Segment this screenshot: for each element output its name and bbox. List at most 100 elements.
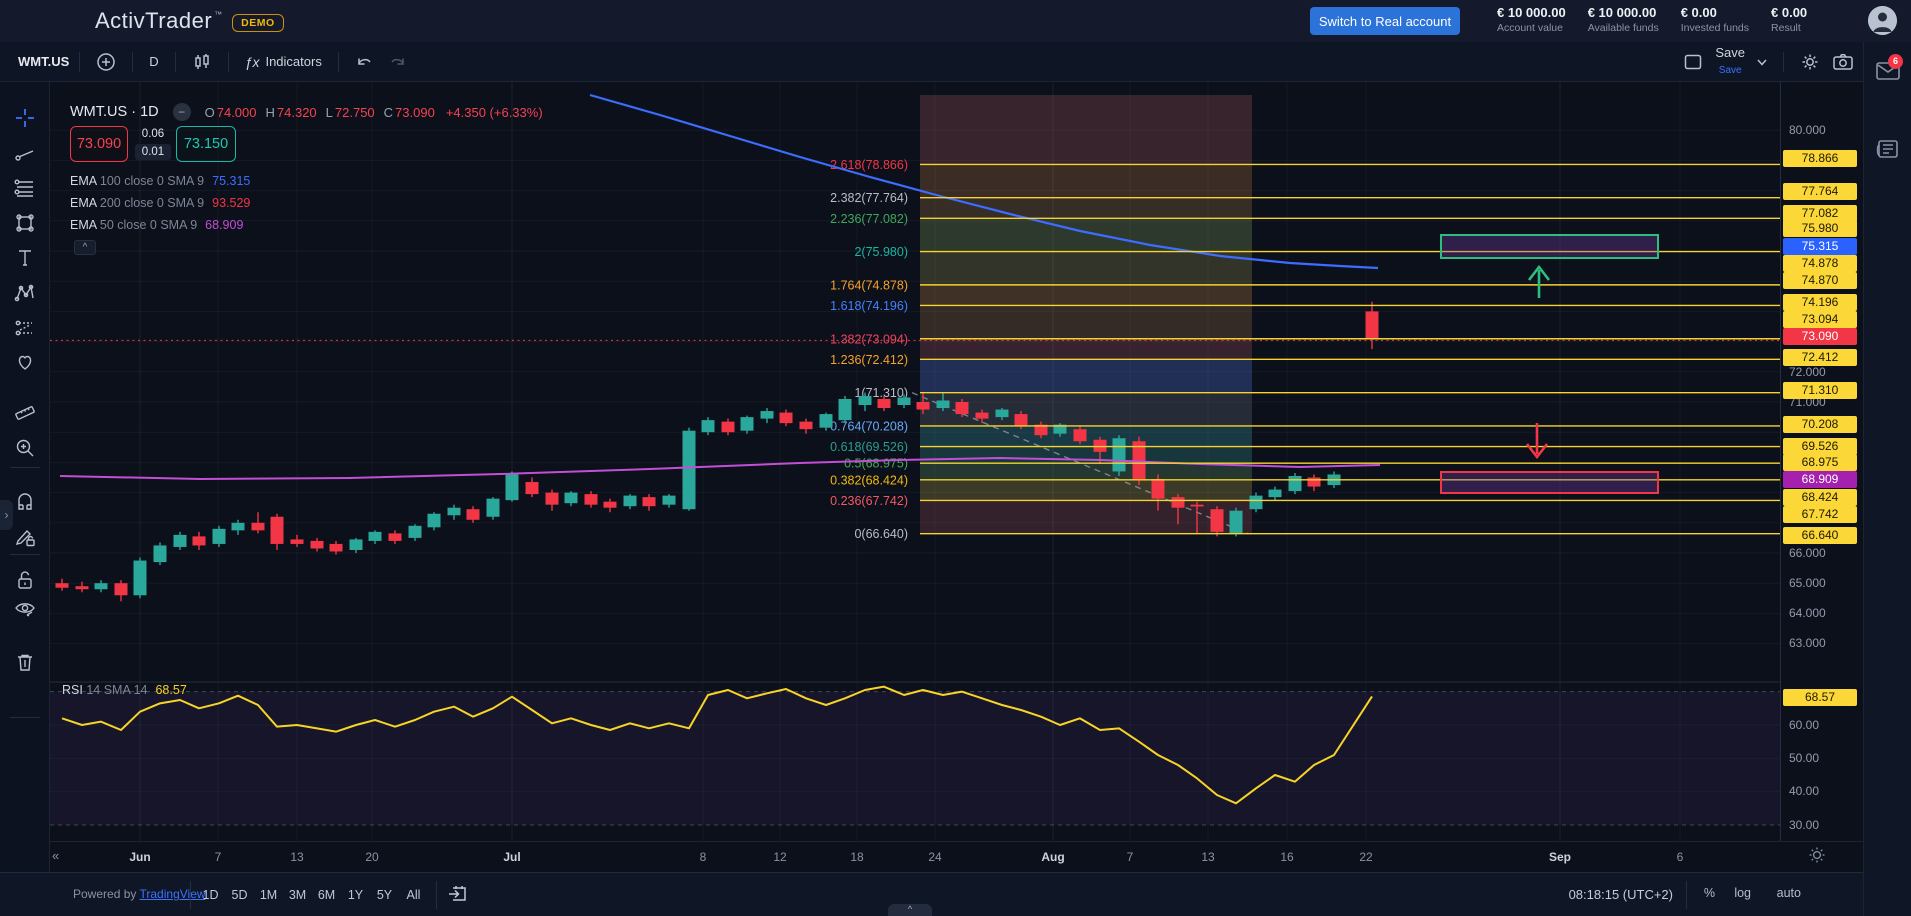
save-menu-button[interactable] (1751, 55, 1773, 70)
percent-scale-button[interactable]: % (1703, 886, 1715, 900)
fib-retracement-tool-button[interactable]: .s{stroke:#b9c0cf;fill:none;stroke-width… (7, 173, 43, 203)
range-button-1d[interactable]: 1D (196, 881, 225, 909)
price-badge: 73.094 (1783, 310, 1857, 328)
indicator-row-ema200[interactable]: EMA 200 close 0 SMA 9 93.529 (70, 196, 251, 210)
candle-body (251, 522, 265, 531)
scale-settings-button[interactable] (1808, 846, 1826, 867)
time-label: 22 (1359, 850, 1373, 864)
divider (10, 467, 40, 468)
trend-line-tool-button[interactable]: .s{stroke:#b9c0cf;fill:none;stroke-width… (7, 140, 43, 170)
range-button-5d[interactable]: 5D (225, 881, 254, 909)
projection-tool-button[interactable]: .s{stroke:#b9c0cf;fill:none;stroke-width… (7, 313, 43, 343)
symbol-button[interactable]: WMT.US (18, 54, 70, 69)
fib-level-label: 2.618(78.866) (830, 158, 908, 172)
compare-add-button[interactable] (90, 48, 122, 76)
axis-collapse-button[interactable]: « (52, 848, 60, 863)
save-button[interactable]: Save Save (1709, 43, 1751, 81)
candle-body (642, 497, 656, 507)
sell-price-button[interactable]: 73.090 (70, 126, 128, 162)
divider (1783, 52, 1784, 72)
price-chart[interactable]: 2.618(78.866) 2.382(77.764) 2.236(77.082) 2… (50, 82, 1780, 841)
news-button[interactable] (1874, 136, 1902, 164)
divider (436, 881, 437, 909)
indicator-row-rsi[interactable]: RSI 14 SMA 14 68.57 (62, 683, 187, 697)
news-icon (1876, 139, 1898, 158)
range-button-1y[interactable]: 1Y (341, 881, 370, 909)
time-axis[interactable]: « Jun 7 13 20 Jul 8 12 18 24 Aug 7 13 16 22 Sep 6 (50, 841, 1863, 872)
auto-scale-button[interactable]: auto (1776, 886, 1801, 900)
measure-tool-button[interactable]: .s{stroke:#b9c0cf;fill:none;stroke-width… (7, 395, 43, 425)
range-button-6m[interactable]: 6M (312, 881, 341, 909)
account-stat-value: € 10 000.00 (1497, 5, 1566, 20)
layout-button[interactable] (1677, 49, 1709, 75)
zoom-in-tool-button[interactable]: .s{stroke:#b9c0cf;fill:none;stroke-width… (7, 433, 43, 463)
range-button-1m[interactable]: 1M (254, 881, 283, 909)
range-button-3m[interactable]: 3M (283, 881, 312, 909)
switch-to-real-account-button[interactable]: Switch to Real account (1310, 7, 1460, 35)
candle-body (662, 495, 676, 505)
undo-button[interactable] (349, 50, 381, 74)
plus-circle-icon (97, 52, 116, 71)
spread-high: 0.06 (141, 128, 165, 140)
fib-band (920, 305, 1252, 339)
remove-drawings-tool-button[interactable]: .s{stroke:#b9c0cf;fill:none;stroke-width… (7, 647, 43, 677)
interval-button[interactable]: D (143, 50, 164, 73)
price-badge: 77.764 (1783, 182, 1857, 200)
hide-drawings-tool-button[interactable]: .s{stroke:#b9c0cf;fill:none;stroke-width… (7, 595, 43, 625)
candle-body (955, 402, 969, 415)
tradingview-link[interactable]: TradingView (139, 887, 206, 901)
price-badge: 70.208 (1783, 415, 1857, 433)
range-button-5y[interactable]: 5Y (370, 881, 399, 909)
text-tool-button[interactable]: .s{stroke:#b9c0cf;fill:none;stroke-width… (7, 243, 43, 273)
pattern-tool-button[interactable]: .s{stroke:#b9c0cf;fill:none;stroke-width… (7, 278, 43, 308)
trademark: ™ (214, 10, 223, 19)
chart-canvas[interactable]: 2.618(78.866) 2.382(77.764) 2.236(77.082) 2… (50, 82, 1780, 841)
candle-body (779, 412, 793, 424)
account-stats: € 10 000.00 Account value € 10 000.00 Avail… (1497, 5, 1807, 34)
crosshair-tool-button[interactable]: .s{stroke:#b9c0cf;fill:none;stroke-width… (7, 103, 43, 133)
bottom-drawer-handle[interactable]: ^ (888, 904, 932, 916)
avatar[interactable] (1868, 6, 1897, 35)
emoji-tool-button[interactable]: .s{stroke:#b9c0cf;fill:none;stroke-width… (7, 347, 43, 377)
legend-collapse-button[interactable]: ^ (74, 240, 96, 255)
shapes-tool-button[interactable]: .s{stroke:#b9c0cf;fill:none;stroke-width… (7, 208, 43, 238)
settings-button[interactable] (1794, 48, 1826, 76)
magnet-tool-button[interactable]: .s{stroke:#b9c0cf;fill:none;stroke-width… (7, 488, 43, 518)
candle-body (368, 531, 382, 541)
candle-body (760, 411, 774, 419)
legend-collapse-icon[interactable]: − (172, 103, 191, 121)
fib-band (920, 218, 1252, 252)
price-tick: 60.00 (1789, 718, 1820, 732)
price-tick: 72.000 (1789, 365, 1826, 379)
fib-trend-line (911, 391, 1249, 535)
rsi-band-fill (50, 691, 1780, 825)
lock-tool-button[interactable]: .s{stroke:#b9c0cf;fill:none;stroke-width… (7, 565, 43, 595)
candle-body (838, 398, 852, 421)
drawing-lock-tool-button[interactable]: .s{stroke:#b9c0cf;fill:none;stroke-width… (7, 522, 43, 552)
candle-body (1034, 424, 1048, 436)
candle-body (1288, 475, 1302, 492)
candle-body (701, 420, 715, 433)
price-badge: 78.866 (1783, 149, 1857, 167)
fx-icon: ƒx (244, 53, 260, 70)
range-button-all[interactable]: All (399, 881, 428, 909)
sidebar-expander[interactable]: › (0, 500, 13, 530)
log-scale-button[interactable]: log (1734, 886, 1751, 900)
redo-button[interactable] (381, 50, 413, 74)
account-stat-label: Account value (1497, 22, 1563, 34)
chart-style-button[interactable] (186, 48, 218, 76)
go-to-date-button[interactable] (447, 884, 469, 907)
emoji-tool-icon: .s{stroke:#b9c0cf;fill:none;stroke-width… (18, 355, 32, 370)
indicators-button[interactable]: ƒx Indicators (239, 50, 328, 74)
candle-body (75, 586, 89, 590)
fib-level-label: 0.382(68.424) (830, 473, 908, 487)
screenshot-button[interactable] (1826, 49, 1860, 75)
price-scale[interactable]: 80.000 72.000 71.000 66.000 65.000 64.000 63.0… (1780, 82, 1863, 872)
indicator-row-ema50[interactable]: EMA 50 close 0 SMA 9 68.909 (70, 218, 244, 232)
buy-price-button[interactable]: 73.150 (176, 126, 236, 162)
candle-body (114, 583, 128, 596)
candle-body (623, 495, 637, 507)
indicator-row-ema100[interactable]: EMA 100 close 0 SMA 9 75.315 (70, 174, 251, 188)
price-badge: 75.980 (1783, 219, 1857, 237)
candle-body (447, 507, 461, 516)
